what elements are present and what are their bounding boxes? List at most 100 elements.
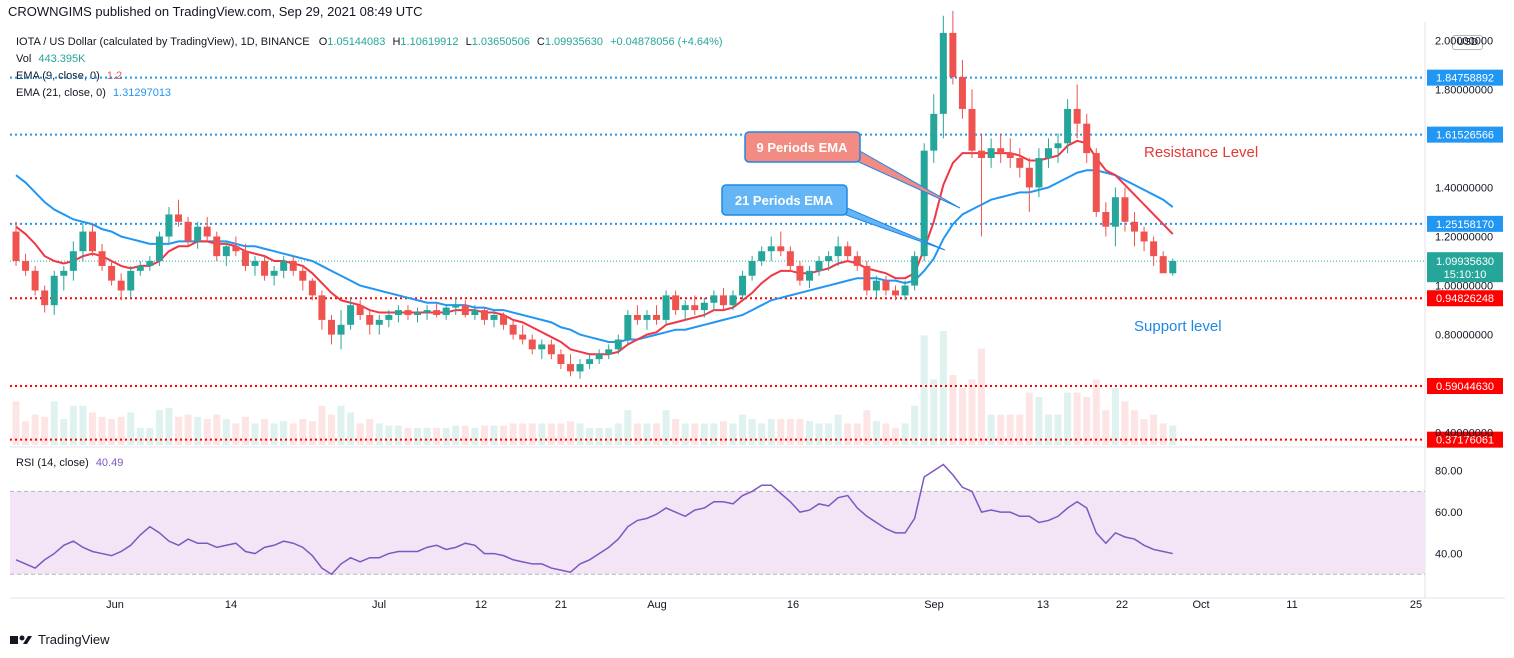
volume-bar xyxy=(901,423,909,445)
volume-bar xyxy=(232,423,240,445)
ema9-legend: EMA (9, close, 0) 1.2 xyxy=(16,70,122,82)
volume-bar xyxy=(643,423,651,445)
rsi-label: RSI (14, close) xyxy=(16,457,89,469)
candle-body xyxy=(566,364,574,372)
level-label: 0.94826248 xyxy=(1436,293,1494,305)
volume-bar xyxy=(318,405,326,445)
open-value: 1.05144083 xyxy=(327,36,386,48)
candle-body xyxy=(270,270,278,276)
volume-bar xyxy=(528,423,536,445)
candle-body xyxy=(1121,197,1129,222)
candle-body xyxy=(69,251,77,271)
x-tick-label: 22 xyxy=(1116,599,1128,611)
candle-body xyxy=(633,314,641,320)
volume-bar xyxy=(1131,410,1139,445)
candle-body xyxy=(796,265,804,281)
candle-body xyxy=(414,312,422,315)
close-value: 1.09935630 xyxy=(544,36,603,48)
volume-bar xyxy=(404,427,412,445)
level-label-bg xyxy=(1427,431,1503,448)
candle-body xyxy=(1169,261,1177,274)
tradingview-logo-icon xyxy=(10,635,32,644)
level-label-bg xyxy=(1427,69,1503,86)
volume-bar xyxy=(108,419,116,445)
candle-body xyxy=(108,265,116,281)
resistance-level-label: Resistance Level xyxy=(1144,144,1258,161)
candle-body xyxy=(184,221,192,242)
tradingview-brand[interactable]: TradingView xyxy=(10,632,110,647)
candle-body xyxy=(375,319,383,325)
volume-bar xyxy=(136,427,144,445)
ema21-label: EMA (21, close, 0) xyxy=(16,87,106,99)
candle-body xyxy=(882,280,890,291)
volume-bar xyxy=(748,419,756,445)
volume-bar xyxy=(1102,410,1110,445)
candle-body xyxy=(624,314,632,340)
volume-bar xyxy=(1121,401,1129,445)
candle-body xyxy=(318,295,326,320)
volume-bar xyxy=(270,423,278,445)
candle-body xyxy=(500,314,508,325)
volume-bar xyxy=(605,427,613,445)
candle-body xyxy=(452,305,460,308)
volume-bar xyxy=(347,412,355,445)
volume-bar xyxy=(500,425,508,445)
volume-bar xyxy=(758,423,766,445)
currency-badge[interactable]: USD xyxy=(1452,35,1484,50)
volume-bar xyxy=(987,414,995,445)
volume-bar xyxy=(366,419,374,445)
candle-body xyxy=(1102,211,1110,227)
level-label: 1.61526566 xyxy=(1436,130,1494,142)
candle-body xyxy=(60,270,68,276)
volume-bar xyxy=(796,419,804,445)
candle-body xyxy=(739,275,747,296)
candle-body xyxy=(710,295,718,303)
volume-bar xyxy=(700,423,708,445)
candle-body xyxy=(997,148,1005,154)
candle-body xyxy=(146,261,154,266)
volume-bar xyxy=(1159,423,1167,445)
volume-value: 443.395K xyxy=(38,53,86,65)
candle-body xyxy=(41,290,49,306)
volume-bar xyxy=(939,331,947,445)
volume-bar xyxy=(433,427,441,445)
volume-bar xyxy=(146,427,154,445)
candle-body xyxy=(595,354,603,360)
candle-body xyxy=(12,231,20,262)
price-tick-label: 1.80000000 xyxy=(1435,84,1493,96)
volume-bar xyxy=(949,375,957,445)
candle-body xyxy=(1025,167,1033,188)
volume-bar xyxy=(241,416,249,445)
volume-bar xyxy=(1150,414,1158,445)
volume-bar xyxy=(69,405,77,445)
ema21-value: 1.31297013 xyxy=(112,87,172,99)
x-tick-label: Oct xyxy=(1192,599,1209,611)
candle-body xyxy=(805,270,813,281)
candle-body xyxy=(1131,221,1139,232)
ema21-line xyxy=(15,169,1174,343)
volume-bar xyxy=(423,427,431,445)
candle-body xyxy=(1006,153,1014,159)
volume-bar xyxy=(576,423,584,445)
x-tick-label: 21 xyxy=(555,599,567,611)
candle-body xyxy=(433,310,441,315)
volume-bar xyxy=(88,412,96,445)
level-label: 0.37176061 xyxy=(1436,435,1494,447)
candle-body xyxy=(538,344,546,350)
candle-body xyxy=(662,295,670,320)
volume-bar xyxy=(624,410,632,445)
candle-body xyxy=(22,261,30,271)
candle-body xyxy=(557,354,565,365)
volume-bar xyxy=(566,421,574,445)
volume-bar xyxy=(50,401,58,445)
candle-body xyxy=(1092,153,1100,212)
volume-bar xyxy=(872,421,880,445)
volume-bar xyxy=(509,423,517,445)
volume-bar xyxy=(739,414,747,445)
candle-body xyxy=(280,261,288,271)
candle-body xyxy=(1159,256,1167,274)
volume-bar xyxy=(892,427,900,445)
candle-body xyxy=(251,261,259,266)
candle-body xyxy=(719,295,727,306)
